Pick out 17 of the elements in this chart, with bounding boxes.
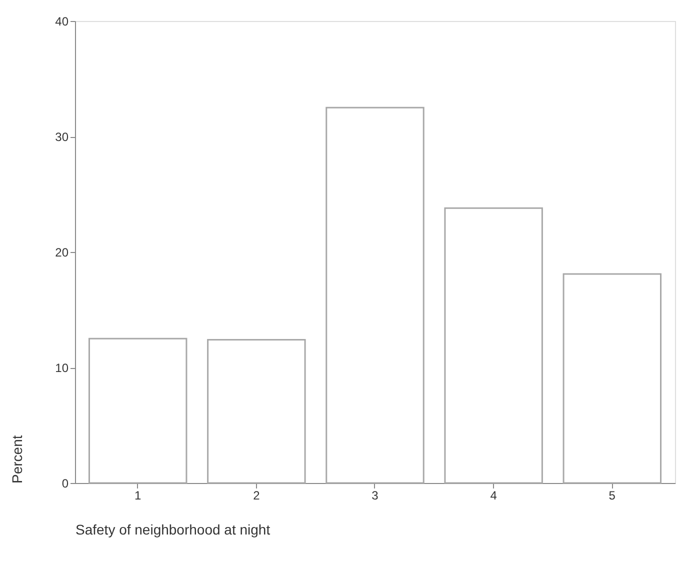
- y-tick-label: 10: [55, 361, 69, 375]
- x-tick-label: 3: [372, 488, 379, 502]
- x-tick-label: 5: [608, 488, 616, 502]
- y-tick-label: 30: [55, 130, 69, 144]
- bar: [444, 207, 543, 484]
- x-axis-title: Safety of neighborhood at night: [76, 522, 270, 538]
- bar: [207, 339, 306, 484]
- y-tick-label: 0: [62, 476, 69, 490]
- y-tick-label: 40: [55, 14, 69, 28]
- bar: [326, 106, 424, 484]
- x-tick-label: 2: [253, 488, 260, 502]
- bar: [88, 338, 188, 484]
- y-tick-label: 20: [55, 246, 69, 260]
- bar: [562, 273, 662, 484]
- x-tick-label: 4: [490, 488, 498, 502]
- x-tick-label: 1: [134, 488, 142, 502]
- y-axis-title: Percent: [9, 435, 26, 484]
